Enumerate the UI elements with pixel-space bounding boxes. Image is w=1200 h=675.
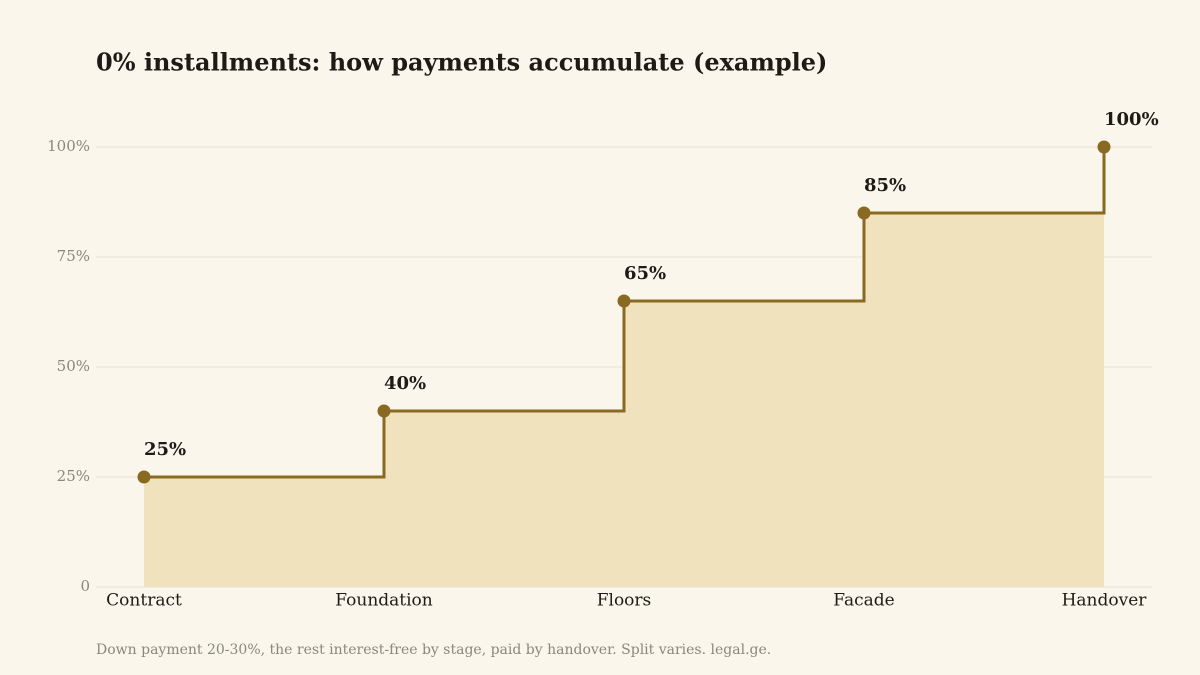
y-tick-label: 50% xyxy=(57,357,90,375)
y-tick-label: 100% xyxy=(47,137,90,155)
point xyxy=(137,470,151,484)
point xyxy=(617,294,631,308)
y-tick-label: 0 xyxy=(80,577,90,595)
point xyxy=(1097,140,1111,154)
value-label: 85% xyxy=(864,175,906,196)
chart-title: 0% installments: how payments accumulate… xyxy=(96,48,827,77)
point xyxy=(857,206,871,220)
x-tick-label: Facade xyxy=(833,591,894,611)
x-tick-label: Contract xyxy=(106,591,182,611)
y-tick-label: 75% xyxy=(57,247,90,265)
value-label: 65% xyxy=(624,263,666,284)
x-tick-label: Handover xyxy=(1062,591,1148,611)
y-tick-label: 25% xyxy=(57,467,90,485)
x-tick-label: Foundation xyxy=(335,591,433,611)
value-label: 25% xyxy=(144,439,186,460)
value-label: 100% xyxy=(1104,109,1159,130)
point xyxy=(377,404,391,418)
value-label: 40% xyxy=(384,373,426,394)
caption: Down payment 20-30%, the rest interest-f… xyxy=(96,642,771,658)
x-tick-label: Floors xyxy=(597,591,652,611)
